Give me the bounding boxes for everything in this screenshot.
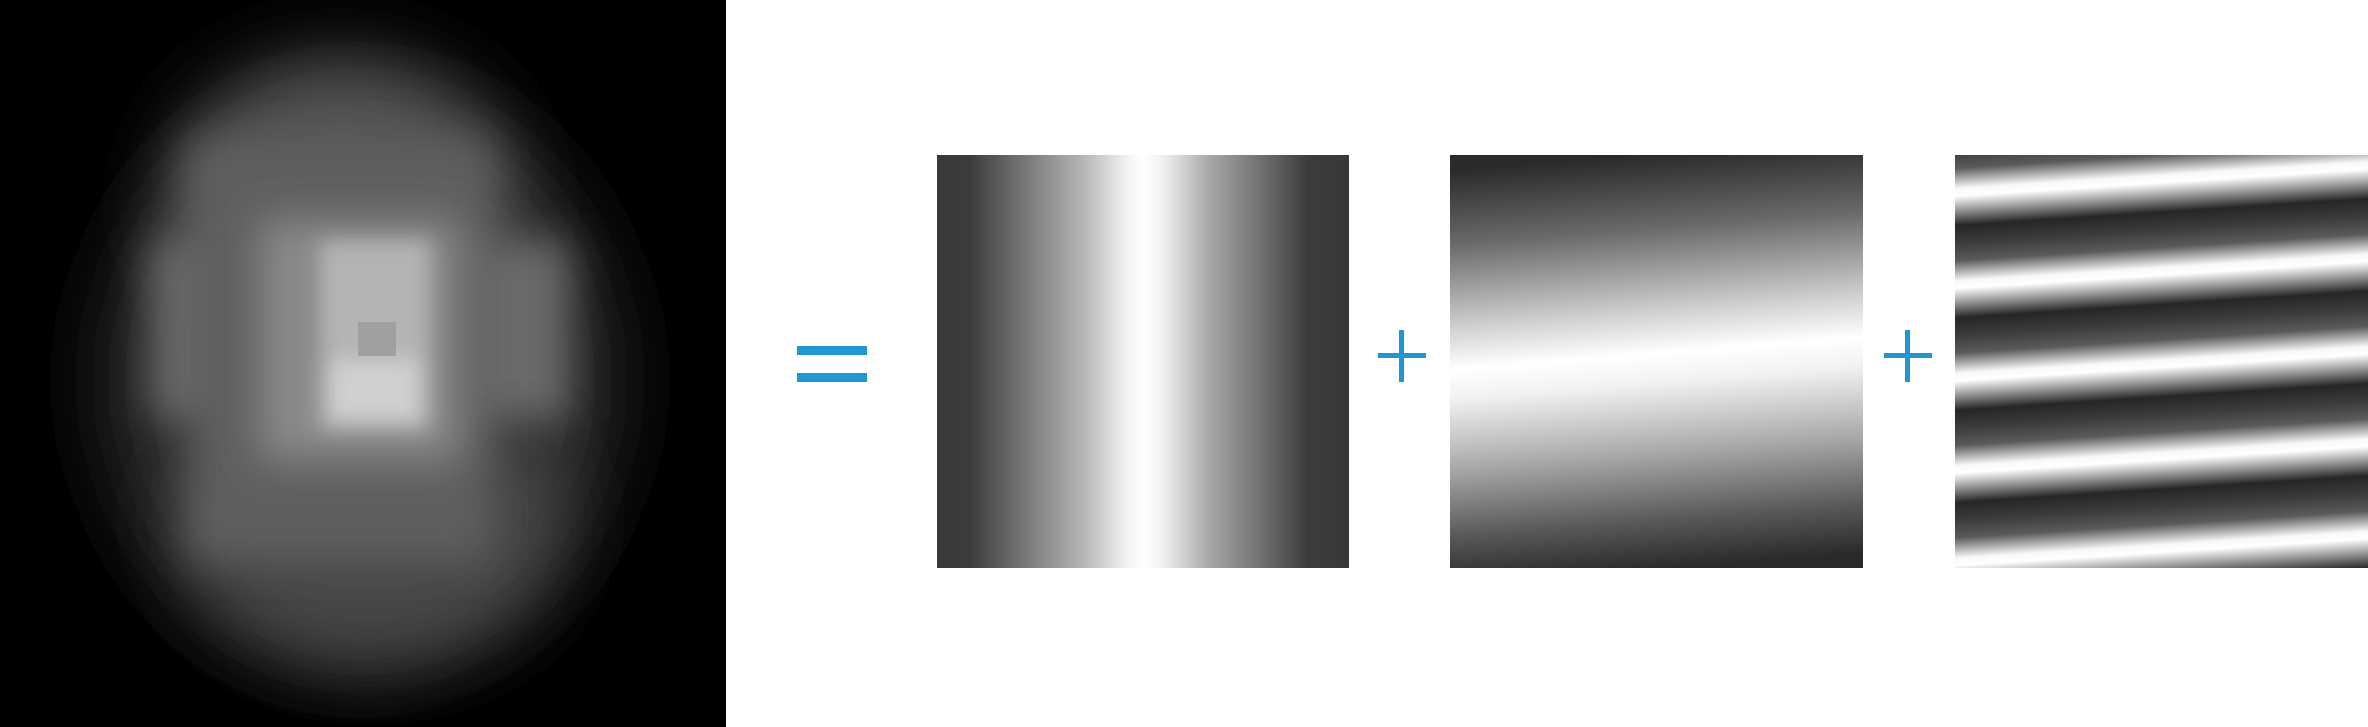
equals-sign [797, 346, 867, 382]
source-image-graphic [0, 0, 726, 727]
equals-bar-top [797, 346, 867, 355]
plus-sign-2 [1884, 330, 1932, 382]
plus-1-vertical [1399, 330, 1404, 382]
component-3-graphic [1955, 155, 2368, 568]
plus-sign-1 [1378, 330, 1426, 382]
component-1-grating [937, 155, 1349, 568]
equals-bar-bottom [797, 373, 867, 382]
component-1-graphic [937, 155, 1349, 568]
component-2-graphic [1450, 155, 1863, 568]
plus-2-vertical [1905, 330, 1910, 382]
component-2-grating [1450, 155, 1863, 568]
source-image [0, 0, 726, 727]
component-3-grating [1955, 155, 2368, 568]
